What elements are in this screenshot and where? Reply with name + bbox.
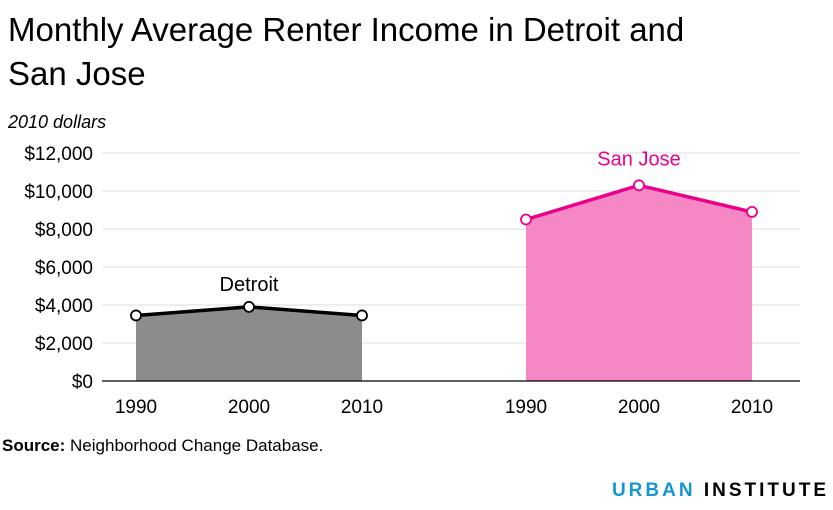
- y-tick-label: $0: [72, 372, 93, 393]
- panel-detroit: Detroit 1990 2000 2010: [115, 274, 383, 418]
- y-tick-label: $4,000: [35, 296, 93, 317]
- data-point: [243, 300, 255, 313]
- y-tick-label: $6,000: [35, 258, 93, 279]
- chart-panels: Detroit 1990 2000 2010 San Jose 1990 2000 2010: [115, 148, 773, 418]
- data-point: [746, 205, 758, 218]
- logo-word-urban: URBAN: [611, 480, 696, 501]
- y-tick-label: $2,000: [35, 334, 93, 355]
- x-tick-label: 2000: [618, 397, 660, 418]
- source-note: Source: Neighborhood Change Database.: [2, 436, 323, 456]
- data-point: [633, 179, 645, 192]
- series-label: San Jose: [597, 148, 680, 170]
- chart-svg: $0 $2,000 $4,000 $6,000 $8,000 $10,000 $12,000…: [24, 144, 800, 418]
- y-tick-label: $12,000: [24, 144, 93, 165]
- data-point: [356, 309, 368, 322]
- chart-title: Monthly Average Renter Income in Detroit…: [8, 11, 685, 92]
- data-point: [520, 213, 532, 226]
- y-tick-label: $8,000: [35, 220, 93, 241]
- source-text: Neighborhood Change Database.: [70, 436, 324, 455]
- area-fill: [136, 306, 362, 381]
- x-tick-label: 1990: [505, 397, 547, 418]
- series-label: Detroit: [220, 274, 279, 296]
- y-axis-unit-label: 2010 dollars: [8, 112, 107, 132]
- y-tick-label: $10,000: [24, 182, 93, 203]
- logo-word-institute: INSTITUTE: [703, 480, 829, 501]
- data-point: [130, 309, 142, 322]
- source-label: Source:: [2, 436, 66, 455]
- x-tick-label: 2010: [341, 397, 383, 418]
- x-tick-label: 2010: [731, 397, 773, 418]
- x-tick-label: 1990: [115, 397, 157, 418]
- x-tick-label: 2000: [228, 397, 270, 418]
- area-fill: [526, 185, 752, 381]
- y-tick-labels: $0 $2,000 $4,000 $6,000 $8,000 $10,000 $12,000: [24, 144, 93, 393]
- urban-institute-logo: URBAN INSTITUTE: [612, 480, 829, 502]
- panel-san-jose: San Jose 1990 2000 2010: [505, 148, 773, 418]
